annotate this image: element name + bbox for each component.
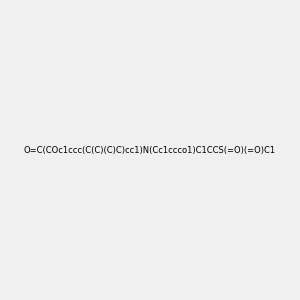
Text: O=C(COc1ccc(C(C)(C)C)cc1)N(Cc1ccco1)C1CCS(=O)(=O)C1: O=C(COc1ccc(C(C)(C)C)cc1)N(Cc1ccco1)C1CC…	[24, 146, 276, 154]
